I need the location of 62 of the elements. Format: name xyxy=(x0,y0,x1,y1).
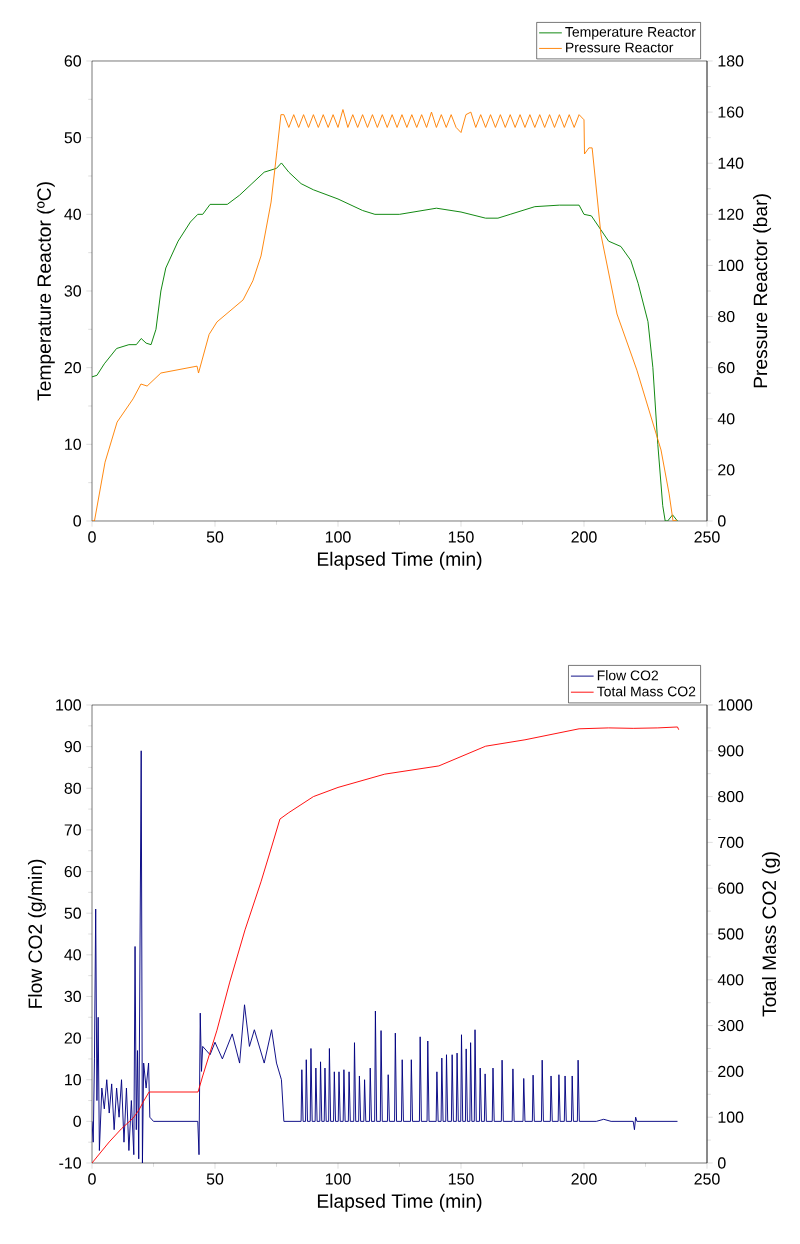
y2-tick-label: 900 xyxy=(718,745,744,757)
y2-tick-label: 0 xyxy=(718,515,726,527)
y-tick-label: 40 xyxy=(64,949,82,961)
x-tick-label: 200 xyxy=(571,531,597,543)
y-tick-label: -10 xyxy=(59,1157,82,1169)
y-tick-label: 50 xyxy=(64,907,82,919)
y2-tick-label: 800 xyxy=(718,790,744,803)
x-tick-label: 150 xyxy=(448,531,474,543)
y-axis-title: Flow CO2 (g/min) xyxy=(27,859,46,1008)
y-tick-label: 30 xyxy=(64,285,82,297)
y-tick-label: 0 xyxy=(73,1115,82,1127)
y2-tick-label: 600 xyxy=(718,882,744,894)
y-tick-label: 40 xyxy=(64,208,82,220)
x-tick-label: 200 xyxy=(571,1173,597,1185)
y2-tick-label: 700 xyxy=(718,836,744,849)
y-tick-label: 20 xyxy=(64,1032,82,1044)
x-axis-title: Elapsed Time (min) xyxy=(317,1193,482,1212)
y2-axis-title: Pressure Reactor (bar) xyxy=(753,194,772,388)
y2-tick-label: 1000 xyxy=(718,699,753,711)
y-tick-label: 50 xyxy=(64,132,82,144)
y-tick-label: 60 xyxy=(64,55,82,67)
y2-tick-label: 500 xyxy=(718,928,744,940)
x-axis-title: Elapsed Time (min) xyxy=(317,551,482,570)
y-tick-label: 20 xyxy=(64,362,82,374)
y2-tick-label: 160 xyxy=(718,106,744,118)
x-tick-label: 50 xyxy=(206,531,224,543)
y2-tick-label: 20 xyxy=(718,464,735,476)
y2-tick-label: 100 xyxy=(718,1111,744,1123)
y2-tick-label: 180 xyxy=(718,55,744,67)
y-tick-label: 0 xyxy=(73,515,82,527)
x-tick-label: 0 xyxy=(88,1173,96,1185)
y2-axis-title: Total Mass CO2 (g) xyxy=(761,852,780,1017)
y-tick-label: 60 xyxy=(64,865,82,878)
x-tick-label: 0 xyxy=(88,531,96,543)
y-tick-label: 90 xyxy=(64,741,82,753)
y2-tick-label: 60 xyxy=(718,362,735,374)
y2-tick-label: 80 xyxy=(718,310,735,323)
y2-tick-label: 0 xyxy=(718,1157,726,1169)
y-axis-title: Temperature Reactor (ºC) xyxy=(36,182,55,401)
x-tick-label: 100 xyxy=(325,531,351,543)
legend-label: Temperature Reactor xyxy=(565,27,696,40)
x-tick-label: 250 xyxy=(694,531,720,543)
y-tick-label: 70 xyxy=(64,824,82,836)
y-tick-label: 10 xyxy=(65,1074,82,1086)
y2-tick-label: 400 xyxy=(717,974,744,986)
y-tick-label: 100 xyxy=(56,699,82,711)
y-tick-label: 80 xyxy=(64,782,82,794)
y-tick-label: 10 xyxy=(65,438,82,450)
y2-tick-label: 200 xyxy=(718,1065,744,1078)
legend-label: Flow CO2 xyxy=(597,670,658,681)
y2-tick-label: 120 xyxy=(718,208,744,220)
y2-tick-label: 40 xyxy=(717,413,735,425)
y2-tick-label: 100 xyxy=(718,259,744,272)
x-tick-label: 100 xyxy=(325,1173,351,1185)
y-tick-label: 30 xyxy=(64,990,82,1003)
y2-tick-label: 140 xyxy=(718,157,744,169)
x-tick-label: 50 xyxy=(206,1173,224,1185)
x-tick-label: 250 xyxy=(694,1173,720,1185)
legend-label: Pressure Reactor xyxy=(566,42,674,53)
y2-tick-label: 300 xyxy=(717,1019,744,1032)
legend-label: Total Mass CO2 xyxy=(597,686,696,697)
x-tick-label: 150 xyxy=(448,1173,474,1185)
